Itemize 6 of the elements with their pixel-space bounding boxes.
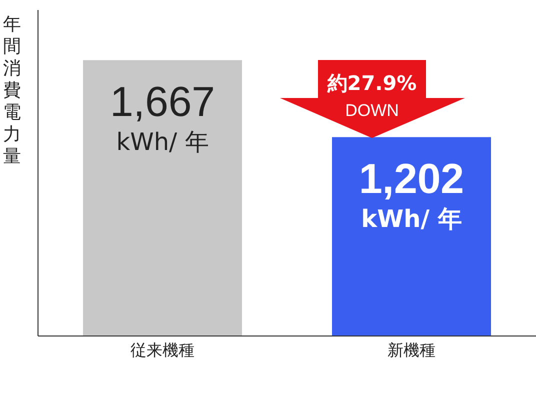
x-tick-label: 新機種: [388, 340, 436, 360]
annotation: 約27.9% DOWN: [326, 71, 417, 120]
data-label: 1,202 kWh/ 年: [358, 155, 464, 234]
y-axis-title: 年間消費電力量: [3, 14, 21, 167]
data-label: 1,667 kWh/ 年: [110, 78, 216, 156]
x-tick-label: 従来機種: [130, 340, 194, 360]
